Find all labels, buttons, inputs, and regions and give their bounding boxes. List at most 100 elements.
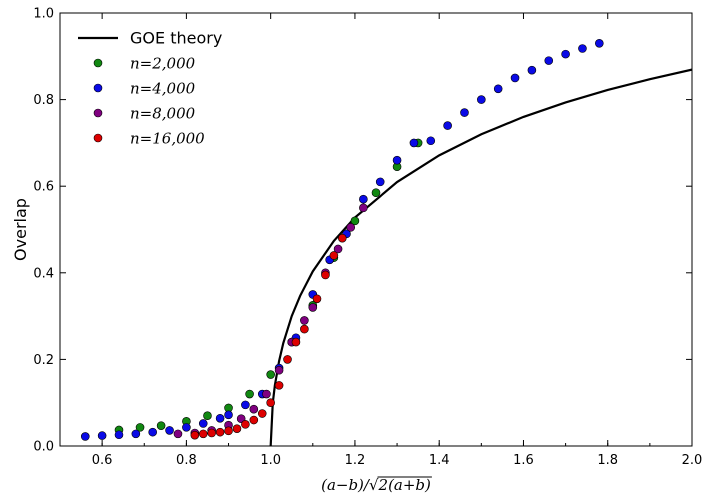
data-point <box>283 355 292 364</box>
data-point <box>215 427 225 437</box>
y-tick-label: 1.0 <box>33 7 54 22</box>
legend-label: n=4,000 <box>130 80 196 98</box>
data-point <box>544 56 554 65</box>
x-tick-label: 1.8 <box>597 453 618 468</box>
x-axis-label-text: (a−b)/√2(a+b) <box>321 476 431 494</box>
legend-entry: n=8,000 <box>93 105 196 123</box>
data-point <box>182 423 191 432</box>
data-point <box>80 432 90 441</box>
data-point <box>262 389 271 399</box>
data-point <box>359 194 368 204</box>
data-point <box>224 426 233 436</box>
data-point <box>371 188 381 197</box>
y-axis-label-text: Overlap <box>11 198 30 261</box>
data-point <box>595 39 604 48</box>
data-point <box>493 84 503 94</box>
legend-label: GOE theory <box>130 29 222 48</box>
data-point <box>232 424 242 433</box>
x-tick-label: 1.4 <box>429 453 450 468</box>
legend-label: n=2,000 <box>130 55 196 73</box>
data-point <box>207 428 216 438</box>
y-tick-label: 0.4 <box>33 266 54 281</box>
data-point <box>312 294 322 304</box>
y-axis-label: Overlap <box>11 198 30 261</box>
data-point <box>266 398 275 408</box>
data-point <box>203 411 212 420</box>
x-tick-label: 0.6 <box>92 453 113 468</box>
legend-marker <box>93 83 103 93</box>
data-point <box>477 95 486 104</box>
x-axis: 0.6 0.8 1.0 1.2 1.4 1.6 1.8 2.0 <box>59 13 703 468</box>
series-layer <box>80 39 692 446</box>
data-point <box>173 429 183 439</box>
data-point <box>249 415 259 425</box>
plot-area <box>80 39 692 446</box>
data-point <box>443 121 452 130</box>
data-point <box>198 429 208 439</box>
data-point <box>249 404 259 414</box>
data-point <box>337 233 347 243</box>
x-tick-label: 1.6 <box>513 453 534 468</box>
data-point <box>308 303 318 312</box>
series-n-16-000 <box>190 233 347 440</box>
data-point <box>291 337 301 347</box>
data-point <box>241 400 250 410</box>
data-point <box>300 316 309 325</box>
data-point <box>114 430 124 440</box>
data-point <box>266 370 275 379</box>
legend-marker <box>93 108 103 118</box>
data-point <box>333 244 343 254</box>
data-point <box>409 138 419 148</box>
data-point <box>245 389 254 399</box>
y-tick-label: 0.0 <box>33 440 54 455</box>
data-point <box>241 420 250 429</box>
data-point <box>224 410 233 420</box>
legend-label: n=16,000 <box>130 130 205 148</box>
x-tick-label: 0.8 <box>176 453 197 468</box>
data-point <box>274 365 284 375</box>
data-point <box>510 73 520 83</box>
data-point <box>460 108 469 117</box>
data-point <box>300 324 309 334</box>
data-point <box>426 136 436 146</box>
data-point <box>329 251 339 260</box>
data-point <box>359 203 368 213</box>
data-point <box>215 413 225 423</box>
data-point <box>321 270 330 280</box>
data-point <box>350 216 360 226</box>
data-point <box>198 419 208 428</box>
data-point <box>257 409 267 418</box>
x-tick-label: 1.2 <box>345 453 366 468</box>
y-tick-label: 0.2 <box>33 353 54 368</box>
data-point <box>131 429 141 439</box>
data-point <box>527 65 537 75</box>
x-axis-label: (a−b)/√2(a+b) <box>321 476 432 494</box>
data-point <box>156 421 166 430</box>
legend-marker <box>93 58 103 68</box>
legend: GOE theory n=2,000 n=4,000 n=8,000 n=16,000 <box>78 29 222 148</box>
y-axis: 0.0 0.2 0.4 0.6 0.8 1.0 <box>33 7 692 455</box>
y-tick-label: 0.6 <box>33 180 54 195</box>
legend-entry: GOE theory <box>78 29 222 48</box>
data-point <box>190 430 200 440</box>
x-tick-label: 1.0 <box>260 453 281 468</box>
legend-label: n=8,000 <box>130 105 196 123</box>
legend-marker <box>93 133 103 143</box>
x-tick-label: 2.0 <box>682 453 703 468</box>
data-point <box>561 49 570 59</box>
data-point <box>274 381 284 390</box>
legend-entry: n=16,000 <box>93 130 205 148</box>
series-n-2-000 <box>114 138 423 435</box>
data-point <box>375 177 385 187</box>
data-point <box>578 44 587 53</box>
legend-entry: n=2,000 <box>93 55 196 73</box>
legend-entry: n=4,000 <box>93 80 196 98</box>
y-tick-label: 0.8 <box>33 93 54 108</box>
data-point <box>97 431 107 440</box>
data-point <box>135 423 145 432</box>
data-point <box>392 155 402 165</box>
data-point <box>148 427 157 437</box>
data-point <box>165 426 174 435</box>
